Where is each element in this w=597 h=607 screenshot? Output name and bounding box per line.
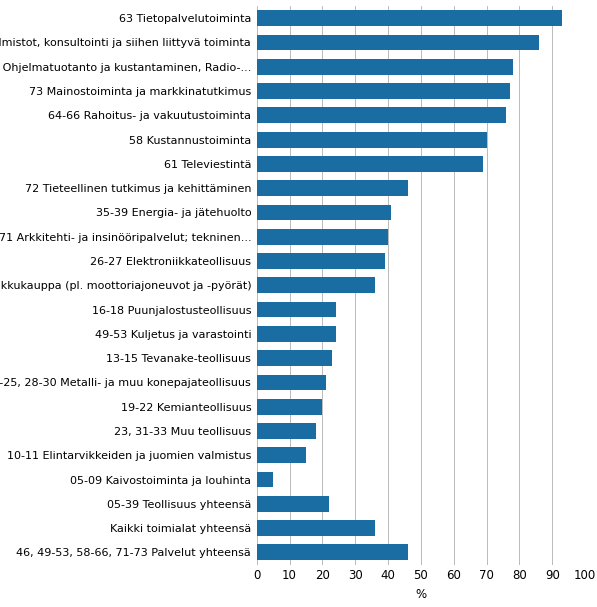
Bar <box>257 35 539 50</box>
Bar <box>257 520 375 536</box>
Bar <box>257 180 408 196</box>
X-axis label: %: % <box>416 588 426 601</box>
Bar <box>257 399 322 415</box>
Bar <box>257 350 332 366</box>
Bar <box>257 302 336 317</box>
Bar <box>257 10 562 26</box>
Bar <box>257 253 384 269</box>
Bar <box>257 447 306 463</box>
Bar <box>257 132 487 148</box>
Bar <box>257 496 329 512</box>
Bar <box>257 423 316 439</box>
Bar <box>257 277 375 293</box>
Bar <box>257 107 506 123</box>
Bar <box>257 544 408 560</box>
Bar <box>257 156 483 172</box>
Bar <box>257 326 336 342</box>
Bar <box>257 59 513 75</box>
Bar <box>257 205 392 220</box>
Bar <box>257 375 326 390</box>
Bar <box>257 472 273 487</box>
Bar <box>257 83 509 99</box>
Bar <box>257 229 388 245</box>
